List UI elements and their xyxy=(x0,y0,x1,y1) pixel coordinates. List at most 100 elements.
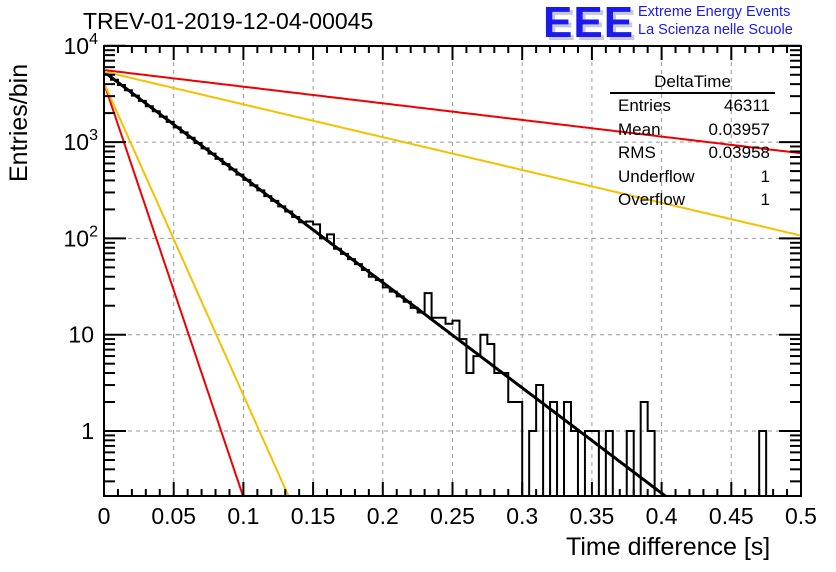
y-tick-label: 103 xyxy=(64,127,99,155)
histogram-bin xyxy=(195,143,202,496)
histogram-bin xyxy=(257,190,264,496)
x-tick-label: 0.3 xyxy=(506,503,538,529)
histogram-bin xyxy=(411,308,418,496)
histogram-bin xyxy=(139,101,146,496)
histogram-bin xyxy=(299,222,306,496)
stats-row-entries: Entries 46311 xyxy=(610,94,778,118)
histogram-bin xyxy=(202,148,209,496)
curve-yellow-fast-reference xyxy=(104,82,290,496)
histogram-bin xyxy=(153,111,160,496)
histogram-bin xyxy=(418,313,425,496)
y-axis-label: Entries/bin xyxy=(5,63,33,182)
chart-title: TREV-01-2019-12-04-00045 xyxy=(83,8,374,34)
histogram-bin xyxy=(160,117,167,496)
histogram-bin xyxy=(508,402,515,496)
histogram-bin xyxy=(369,277,376,496)
histogram-bin xyxy=(550,402,557,496)
histogram-bin xyxy=(383,287,390,496)
histogram-bin xyxy=(278,206,285,496)
histogram-bin xyxy=(759,431,766,496)
histogram-bin xyxy=(571,431,578,496)
stats-value: 1 xyxy=(760,166,770,186)
histogram-bin xyxy=(250,185,257,496)
function-curves xyxy=(104,69,801,496)
y-tick-label: 104 xyxy=(64,31,99,59)
x-axis-label: Time difference [s] xyxy=(566,533,771,561)
histogram-bin xyxy=(188,138,195,496)
y-tick-exponent: 2 xyxy=(89,223,98,240)
histogram-bin xyxy=(320,238,327,496)
y-tick-label: 10 xyxy=(68,322,94,348)
stats-label: Overflow xyxy=(618,190,686,209)
histogram-bin xyxy=(355,264,362,496)
histogram-bin xyxy=(229,169,236,496)
histogram-bin xyxy=(453,321,460,496)
histogram-bin xyxy=(473,356,480,496)
y-tick-exponent: 3 xyxy=(89,127,98,144)
histogram-bin xyxy=(397,296,404,496)
histogram-bin xyxy=(285,212,292,496)
histogram-bin xyxy=(118,85,125,496)
eee-logo: EEE xyxy=(543,0,635,47)
x-tick-label: 0.05 xyxy=(151,503,196,529)
histogram-bin xyxy=(292,217,299,496)
x-tick-label: 0 xyxy=(98,503,111,529)
histogram-bin xyxy=(404,302,411,496)
histogram-bin xyxy=(432,318,439,496)
stats-value: 1 xyxy=(760,190,770,209)
histogram-bin xyxy=(327,234,334,496)
histogram-bin xyxy=(606,431,613,496)
y-tick-label: 102 xyxy=(64,223,99,251)
histogram-bin xyxy=(146,106,153,496)
histogram-bin xyxy=(306,221,313,496)
histogram-bin xyxy=(348,259,355,496)
stats-label: Mean xyxy=(618,119,661,139)
histogram-bin xyxy=(174,127,181,496)
x-tick-label: 0.1 xyxy=(227,503,259,529)
histogram-bin xyxy=(376,280,383,496)
histogram-bin xyxy=(334,249,341,496)
stats-row-mean: Mean 0.03957 xyxy=(610,118,778,142)
stats-row-overflow: Overflow 1 xyxy=(610,188,778,212)
stats-label: Entries xyxy=(618,96,671,115)
histogram-bin xyxy=(271,201,278,496)
x-tick-label: 0.35 xyxy=(570,503,615,529)
histogram-bin xyxy=(313,224,320,496)
stats-row-rms: RMS 0.03958 xyxy=(610,141,778,165)
histogram-bin xyxy=(564,402,571,496)
grid-lines xyxy=(104,46,801,496)
logo-line-2: La Scienza nelle Scuole xyxy=(638,22,793,38)
curve-red-fast-reference xyxy=(104,82,245,496)
histogram-bin xyxy=(627,431,634,496)
histogram-bin xyxy=(216,159,223,496)
stats-label: RMS xyxy=(618,143,656,162)
curve-red-slow-reference xyxy=(104,69,801,155)
histogram-bin xyxy=(167,122,174,496)
histogram-bin xyxy=(501,373,508,496)
stats-row-underflow: Underflow 1 xyxy=(610,165,778,189)
histogram-bin xyxy=(243,180,250,496)
histogram-bin xyxy=(446,324,453,496)
histogram-bin xyxy=(439,318,446,496)
logo-line-1: Extreme Energy Events xyxy=(638,4,791,20)
histogram-bin xyxy=(529,431,536,496)
histogram-bin xyxy=(390,292,397,496)
histogram-bin xyxy=(362,270,369,496)
stats-value: 0.03958 xyxy=(708,143,770,162)
histogram-bin xyxy=(515,402,522,496)
stats-box: DeltaTime Entries 46311 Mean 0.03957 RMS 0.… xyxy=(610,72,778,212)
y-tick-label: 1 xyxy=(81,418,94,444)
x-tick-label: 0.4 xyxy=(646,503,678,529)
stats-label: Underflow xyxy=(618,166,695,186)
histogram-bin xyxy=(425,293,432,496)
x-tick-label: 0.2 xyxy=(367,503,399,529)
histogram-bin xyxy=(341,254,348,496)
x-tick-label: 0.15 xyxy=(291,503,336,529)
curve-yellow-slow-reference xyxy=(104,70,801,237)
x-tick-label: 0.25 xyxy=(430,503,475,529)
x-tick-label: 0.45 xyxy=(709,503,754,529)
stats-value: 46311 xyxy=(723,96,770,115)
x-tick-label: 0.5 xyxy=(785,503,817,529)
stats-title: DeltaTime xyxy=(610,72,775,94)
